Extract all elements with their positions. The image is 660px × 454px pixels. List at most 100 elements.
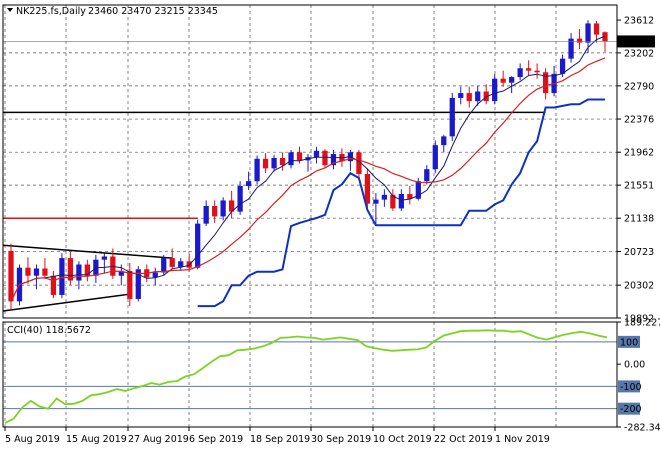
price-tick-label: 22376 [624,115,654,126]
cci-tick-label: -100 [620,382,642,393]
cci-tick-label: -282.348 [624,423,660,434]
candle-body [245,181,252,187]
price-tick-label: 20302 [624,281,654,292]
candle-body [424,169,430,182]
cci-panel-frame [2,321,618,428]
candle-body [203,206,209,224]
last-price-label: 23345 [621,37,651,48]
candle-body [500,78,506,83]
candle-body [195,223,201,268]
candle-body [59,258,65,295]
candle-body [67,258,74,281]
price-tick-label: 23202 [624,48,654,59]
price-tick-label: 22790 [624,81,654,92]
candle-body [492,78,498,102]
candle-body [441,136,447,146]
price-tick-label: 23612 [624,16,654,27]
candle-body [84,264,91,276]
candle-body [390,194,396,209]
candle-body [585,23,591,43]
date-label: 18 Sep 2019 [250,434,310,445]
candle-body [220,200,226,217]
price-tick-label: 21962 [624,148,654,159]
candle-body [271,157,277,169]
candle-body [525,68,532,71]
candle-body [212,206,218,217]
candle-body [279,157,286,166]
candle-body [458,93,464,98]
date-label: 5 Aug 2019 [5,434,60,445]
candle-body [33,268,40,276]
candle-body [415,181,421,199]
cci-label: CCI(40) 118.5672 [7,325,91,336]
price-tick-label: 21138 [624,214,654,225]
candle-body [559,58,566,74]
candle-body [42,268,48,276]
candle-body [449,97,455,137]
price-panel-frame [2,4,618,319]
candle-body [483,91,489,102]
upper-trend-line [2,244,173,259]
date-label: 27 Aug 2019 [128,434,189,445]
lower-trend-line [2,293,130,312]
cci-tick-label: 0.00 [624,360,645,371]
candle-body [25,267,31,276]
candle-body [296,152,303,161]
candle-body [313,150,320,158]
candle-body [576,38,583,43]
cci-tick-label: 100 [620,337,638,348]
candle-body [593,23,600,35]
candle-body [602,32,608,42]
last-price-badge [617,35,655,48]
candle-body [364,173,371,204]
candle-body [186,261,192,268]
candle-body [262,158,269,169]
cci-tick-label: 189.2278 [624,318,660,329]
candle-body [568,38,574,59]
candle-body [127,270,133,299]
candle-body [288,152,294,166]
candle-body [542,72,549,94]
candle-body [237,186,243,212]
candle-body [373,199,379,204]
candle-body [101,256,107,260]
cci-line [4,329,608,424]
candle-body [161,258,167,273]
candle-body [118,270,124,276]
cci-level-badge [618,335,640,348]
price-tick-label: 20723 [624,247,654,258]
price-tick-label: 19892 [624,314,654,325]
candle-body [254,158,260,182]
price-tick-label: 21551 [624,181,654,192]
candle-body [407,194,413,199]
date-label: 1 Nov 2019 [495,434,550,445]
date-label: 30 Sep 2019 [311,434,371,445]
candle-body [381,194,388,200]
candle-body [398,194,404,209]
candle-body [8,250,14,302]
candle-body [475,91,481,102]
candle-body [169,258,175,267]
candle-body [534,70,540,73]
candle-body [50,275,57,295]
candle-body [356,152,362,174]
candle-body [330,153,337,166]
candle-body [152,272,158,278]
cci-tick-label: -200 [620,404,642,415]
slow-moving-average-line [10,57,606,302]
candle-body [76,264,82,281]
date-label: 10 Oct 2019 [373,434,432,445]
candle-body [322,150,328,166]
symbol-label: NK225.fs,Daily [16,6,86,17]
candle-body [135,269,141,299]
date-label: 6 Sep 2019 [189,434,243,445]
candle-body [509,77,515,83]
collapse-arrow-icon[interactable] [7,8,13,12]
candle-body [466,93,472,102]
support-step-line [197,98,605,308]
fast-moving-average-line [10,35,606,302]
ohlc-readout: 23460 23470 23215 23345 [88,6,218,17]
